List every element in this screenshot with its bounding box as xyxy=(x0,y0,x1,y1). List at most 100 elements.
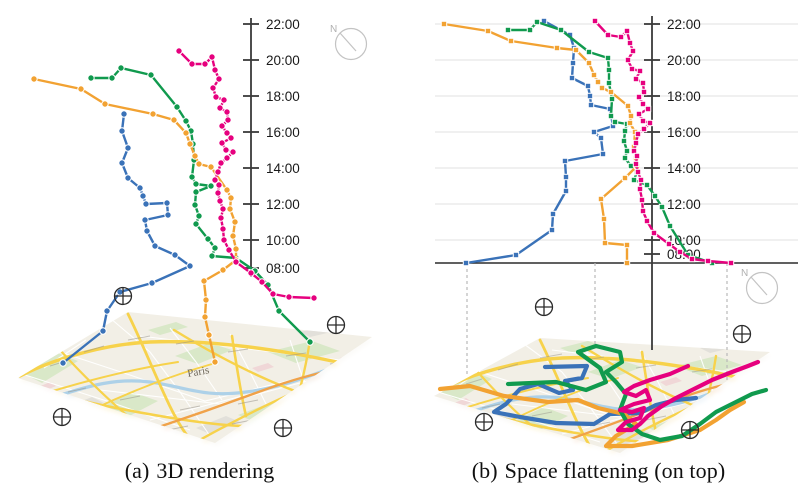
trajectory-point[interactable] xyxy=(215,181,223,189)
trajectory-point[interactable] xyxy=(634,130,642,138)
trajectory-point[interactable] xyxy=(607,88,615,96)
trajectory-point[interactable] xyxy=(222,146,230,154)
trajectory-point[interactable] xyxy=(548,226,556,234)
trajectory-point[interactable] xyxy=(216,104,224,112)
corner-marker-bottomright[interactable] xyxy=(680,420,700,440)
trajectory-point[interactable] xyxy=(207,182,215,190)
trajectory-point[interactable] xyxy=(101,100,109,108)
trajectory-point[interactable] xyxy=(557,26,565,34)
trajectory-point[interactable] xyxy=(170,116,178,124)
trajectory-point[interactable] xyxy=(143,227,151,235)
trajectory-point[interactable] xyxy=(258,278,266,286)
trajectory-point[interactable] xyxy=(634,168,642,176)
trajectory-point[interactable] xyxy=(623,27,631,35)
trajectory-point[interactable] xyxy=(636,185,644,193)
trajectory-point[interactable] xyxy=(220,96,228,104)
corner-marker-topright[interactable] xyxy=(732,324,752,344)
trajectory-point[interactable] xyxy=(225,246,233,254)
trajectory-point[interactable] xyxy=(108,74,116,82)
trajectory-point[interactable] xyxy=(572,46,580,54)
trajectory-point[interactable] xyxy=(212,93,220,101)
trajectory-point[interactable] xyxy=(638,196,646,204)
trajectory-point[interactable] xyxy=(201,313,209,321)
trajectory-point[interactable] xyxy=(562,173,570,181)
trajectory-point[interactable] xyxy=(232,258,240,266)
trajectory-point[interactable] xyxy=(644,105,652,113)
trajectory-point[interactable] xyxy=(632,160,640,168)
trajectory-point[interactable] xyxy=(223,129,231,137)
trajectory-point[interactable] xyxy=(201,60,209,68)
trajectory-point[interactable] xyxy=(207,163,215,171)
trajectory-point[interactable] xyxy=(188,60,196,68)
trajectory-point[interactable] xyxy=(229,148,237,156)
trajectory-point[interactable] xyxy=(620,137,628,145)
trajectory-point[interactable] xyxy=(202,296,210,304)
trajectory-point[interactable] xyxy=(118,159,126,167)
trajectory-point[interactable] xyxy=(186,140,194,148)
trajectory-point[interactable] xyxy=(600,215,608,223)
trajectory-point[interactable] xyxy=(208,53,216,61)
trajectory-point[interactable] xyxy=(227,134,235,142)
corner-marker-bottomleft[interactable] xyxy=(52,407,72,427)
trajectory-point[interactable] xyxy=(136,184,144,192)
trajectory-point[interactable] xyxy=(635,110,643,118)
trajectory-point[interactable] xyxy=(601,239,609,247)
trajectory-point[interactable] xyxy=(99,327,107,335)
trajectory-point[interactable] xyxy=(117,64,125,72)
trajectory-point[interactable] xyxy=(195,212,203,220)
trajectory-point[interactable] xyxy=(217,159,225,167)
trajectory-point[interactable] xyxy=(632,75,640,83)
trajectory-point[interactable] xyxy=(590,128,598,136)
trajectory-point[interactable] xyxy=(227,194,235,202)
trajectory-point[interactable] xyxy=(562,187,570,195)
corner-marker-bottomright[interactable] xyxy=(273,418,293,438)
trajectory-point[interactable] xyxy=(651,192,659,200)
trajectory-point[interactable] xyxy=(628,65,636,73)
corner-marker-topright[interactable] xyxy=(326,315,346,335)
trajectory-point[interactable] xyxy=(569,59,577,67)
trajectory-point[interactable] xyxy=(597,134,605,142)
trajectory-point[interactable] xyxy=(617,33,625,41)
trajectory-point[interactable] xyxy=(59,359,67,367)
trajectory-point[interactable] xyxy=(124,144,132,152)
trajectory-point[interactable] xyxy=(195,160,203,168)
trajectory-point[interactable] xyxy=(504,26,512,34)
trajectory-point[interactable] xyxy=(627,112,635,120)
trajectory-point[interactable] xyxy=(205,331,213,339)
trajectory-point[interactable] xyxy=(118,127,126,135)
trajectory-point[interactable] xyxy=(643,181,651,189)
trajectory-point[interactable] xyxy=(214,168,222,176)
trajectory-point[interactable] xyxy=(639,79,647,87)
trajectory-point[interactable] xyxy=(204,235,212,243)
trajectory-point[interactable] xyxy=(306,338,314,346)
trajectory-point[interactable] xyxy=(727,259,735,267)
trajectory-point[interactable] xyxy=(191,201,199,209)
trajectory-point[interactable] xyxy=(599,150,607,158)
trajectory-point[interactable] xyxy=(232,245,240,253)
trajectory-point[interactable] xyxy=(192,188,200,196)
trajectory-point[interactable] xyxy=(640,88,648,96)
trajectory-point[interactable] xyxy=(639,207,647,215)
trajectory-point[interactable] xyxy=(585,59,593,67)
trajectory-point[interactable] xyxy=(211,358,219,366)
trajectory-point[interactable] xyxy=(285,293,293,301)
trajectory-point[interactable] xyxy=(605,66,613,74)
trajectory-point[interactable] xyxy=(163,199,171,207)
trajectory-point[interactable] xyxy=(223,108,231,116)
trajectory-point[interactable] xyxy=(139,192,147,200)
trajectory-point[interactable] xyxy=(591,17,599,25)
trajectory-point[interactable] xyxy=(626,39,634,47)
trajectory-point[interactable] xyxy=(626,119,634,127)
trajectory-point[interactable] xyxy=(623,147,631,155)
trajectory-point[interactable] xyxy=(208,252,216,260)
trajectory-point[interactable] xyxy=(173,103,181,111)
trajectory-point[interactable] xyxy=(120,110,128,118)
trajectory-point[interactable] xyxy=(182,129,190,137)
trajectory-point[interactable] xyxy=(219,205,227,213)
trajectory-point[interactable] xyxy=(629,47,637,55)
trajectory-point[interactable] xyxy=(191,152,199,160)
trajectory-point[interactable] xyxy=(275,307,283,315)
trajectory-point[interactable] xyxy=(188,173,196,181)
trajectory-point[interactable] xyxy=(636,67,644,75)
corner-marker-bottomleft[interactable] xyxy=(474,412,494,432)
